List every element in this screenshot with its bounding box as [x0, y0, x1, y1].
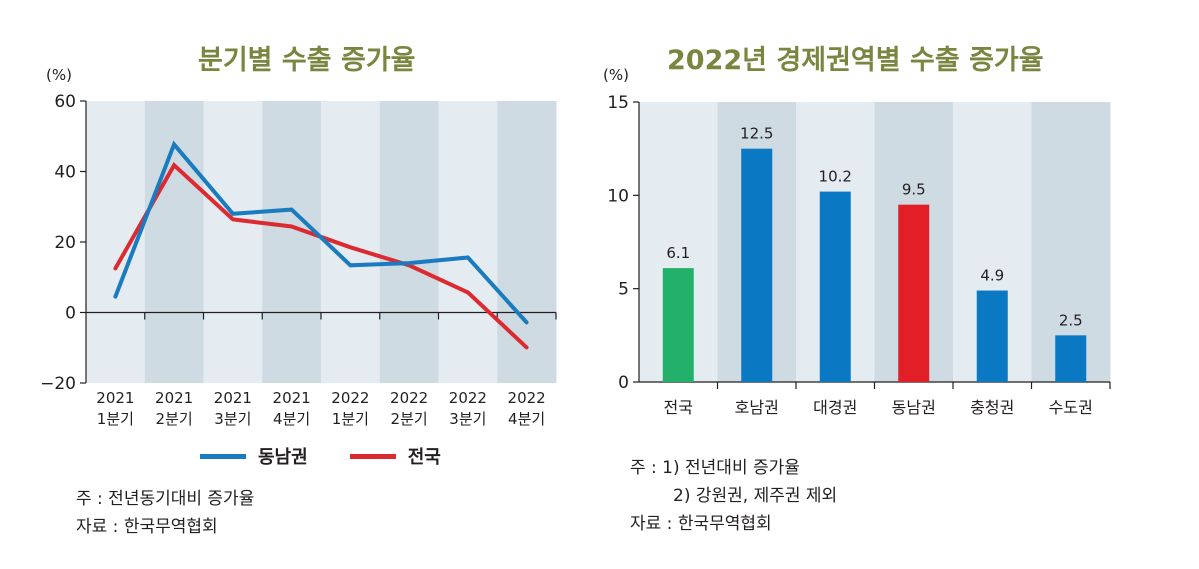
- bar-동남권: [898, 204, 930, 382]
- right-notes: 주 : 1) 전년대비 증가율 2) 강원권, 제주권 제외 자료 : 한국무역…: [630, 454, 837, 538]
- left-note-1: 주 : 전년동기대비 증가율: [76, 489, 255, 509]
- x-tick-label-quarter: 2분기: [156, 410, 193, 428]
- series-line-dongnam: [113, 140, 529, 325]
- left-notes: 주 : 전년동기대비 증가율 자료 : 한국무역협회: [76, 485, 254, 541]
- left-y-unit: (%): [46, 66, 72, 84]
- x-tick-label-year: 2022: [390, 389, 428, 407]
- right-note-1: 주 : 1) 전년대비 증가율: [630, 458, 800, 478]
- x-tick-label: 충청권: [970, 398, 1014, 417]
- left-source: 자료 : 한국무역협회: [76, 517, 218, 537]
- x-tick-label-quarter: 4분기: [273, 410, 310, 428]
- right-note-2: 2) 강원권, 제주권 제외: [673, 486, 838, 506]
- x-tick-label-year: 2022: [508, 389, 546, 407]
- bar-대경권: [819, 191, 851, 382]
- bar-value-label: 12.5: [740, 125, 773, 143]
- right-y-unit: (%): [603, 66, 629, 84]
- legend-label-dongnam: 동남권: [258, 447, 308, 468]
- bar-value-label: 9.5: [902, 181, 926, 199]
- y-tick-label: 15: [607, 93, 629, 113]
- x-tick-label: 대경권: [813, 398, 857, 417]
- bar-호남권: [741, 148, 773, 382]
- x-tick-label-quarter: 1분기: [97, 410, 134, 428]
- x-tick-label-quarter: 3분기: [449, 410, 486, 428]
- legend-swatch-dongnam: [200, 453, 246, 459]
- y-tick-label: 60: [54, 92, 76, 112]
- plot-band: [262, 101, 322, 383]
- x-tick-label-quarter: 2분기: [391, 410, 428, 428]
- x-tick-label-year: 2021: [273, 389, 311, 407]
- plot-band: [497, 101, 557, 383]
- legend-item-dongnam: 동남권: [200, 443, 308, 469]
- left-legend: 동남권 전국: [200, 443, 483, 469]
- y-tick-label: 40: [54, 163, 76, 183]
- x-tick-label: 동남권: [892, 398, 936, 417]
- legend-swatch-national: [349, 453, 396, 459]
- y-tick-label: 5: [618, 280, 629, 300]
- legend-item-national: 전국: [349, 443, 441, 469]
- x-tick-label: 전국: [664, 398, 693, 417]
- x-tick-label-year: 2021: [214, 389, 252, 407]
- right-chart-title: 2022년 경제권역별 수출 증가율: [667, 45, 1044, 76]
- bar-전국: [662, 268, 694, 382]
- x-tick-label-quarter: 1분기: [332, 410, 369, 428]
- plot-band: [438, 101, 498, 383]
- y-tick-label: −20: [40, 374, 76, 394]
- x-tick-label-year: 2021: [155, 389, 193, 407]
- bar-value-label: 2.5: [1059, 311, 1083, 329]
- bar-value-label: 4.9: [980, 267, 1004, 285]
- y-tick-label: 10: [607, 186, 629, 206]
- legend-label-national: 전국: [407, 447, 441, 468]
- x-tick-label-quarter: 4분기: [508, 410, 545, 428]
- plot-band: [203, 101, 263, 383]
- x-tick-label: 수도권: [1049, 398, 1093, 417]
- right-source: 자료 : 한국무역협회: [630, 514, 772, 534]
- x-tick-label: 호남권: [735, 398, 779, 417]
- bar-value-label: 10.2: [819, 168, 852, 186]
- y-tick-label: 0: [65, 304, 76, 324]
- plot-band: [379, 101, 439, 383]
- bar-value-label: 6.1: [666, 244, 690, 262]
- bar-수도권: [1055, 335, 1087, 382]
- left-chart-title: 분기별 수출 증가율: [198, 45, 416, 76]
- bar-충청권: [976, 290, 1008, 382]
- y-tick-label: 0: [618, 373, 629, 393]
- x-tick-label-year: 2022: [449, 389, 487, 407]
- x-tick-label-year: 2022: [331, 389, 369, 407]
- y-tick-label: 20: [54, 233, 76, 253]
- x-tick-label-quarter: 3분기: [214, 410, 251, 428]
- x-tick-label-year: 2021: [96, 389, 134, 407]
